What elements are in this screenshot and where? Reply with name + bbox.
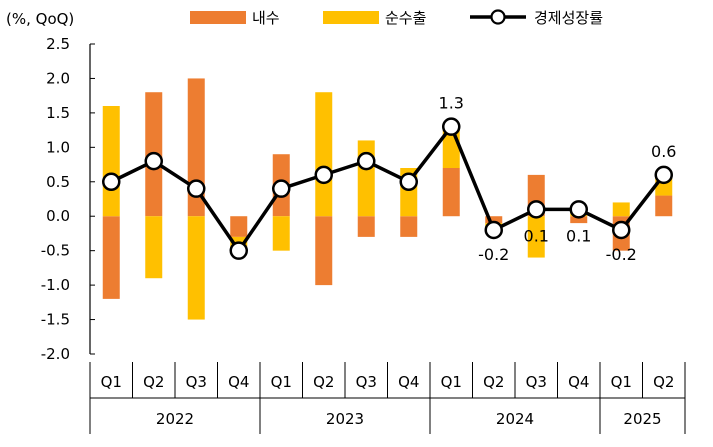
y-tick-label: -2.0 (41, 345, 70, 363)
legend-swatch-net-exports (323, 11, 379, 24)
bar-net-exports (102, 106, 120, 217)
bar-net-exports (187, 216, 205, 320)
growth-point (484, 220, 503, 240)
x-tick-label: Q4 (568, 373, 589, 391)
bar-domestic (230, 216, 248, 237)
bar-domestic (400, 216, 418, 237)
growth-point (187, 179, 206, 198)
growth-point (527, 200, 546, 219)
y-tick-label: -1.0 (41, 276, 70, 294)
growth-point (272, 179, 291, 198)
data-label: -0.2 (478, 245, 509, 264)
growth-point (144, 151, 163, 171)
x-tick-label: Q3 (356, 373, 377, 391)
y-tick-label: 0.0 (46, 207, 70, 225)
x-tick-label: Q2 (483, 373, 504, 391)
legend-label: 경제성장률 (534, 9, 603, 27)
legend-label: 순수출 (385, 9, 426, 27)
x-tick-label: Q2 (143, 373, 164, 391)
year-label: 2022 (156, 410, 194, 428)
bar-net-exports (145, 216, 163, 279)
data-label: -0.2 (606, 245, 637, 264)
y-tick-label: 2.5 (46, 35, 70, 53)
data-label: 0.1 (566, 226, 591, 245)
legend-label: 내수 (252, 9, 280, 27)
data-label: 0.6 (651, 142, 676, 161)
growth-point (569, 200, 588, 219)
growth-point (314, 165, 333, 185)
legend-swatch-domestic (190, 11, 246, 24)
y-tick-label: 1.5 (46, 104, 70, 122)
unit-label: (%, QoQ) (6, 10, 74, 28)
year-label: 2023 (326, 410, 364, 428)
legend-swatch-growth-marker (490, 9, 506, 25)
y-tick-label: -0.5 (41, 242, 70, 260)
growth-point (357, 151, 376, 171)
growth-point (442, 117, 461, 136)
year-label: 2025 (623, 410, 661, 428)
y-tick-label: -1.5 (41, 311, 70, 329)
bar-domestic (570, 216, 588, 224)
bar-domestic (357, 216, 375, 237)
data-label: 0.1 (524, 226, 549, 245)
x-tick-label: Q2 (653, 373, 674, 391)
x-tick-label: Q1 (271, 373, 292, 391)
bar-net-exports (315, 92, 333, 217)
data-label: 1.3 (439, 94, 464, 113)
x-tick-label: Q4 (398, 373, 419, 391)
growth-point (229, 241, 248, 260)
growth-point (102, 172, 121, 192)
y-tick-label: 0.5 (46, 173, 70, 191)
growth-point (654, 165, 673, 185)
bar-net-exports (272, 216, 290, 251)
year-label: 2024 (496, 410, 534, 428)
bar-net-exports (357, 140, 375, 217)
x-tick-label: Q3 (186, 373, 207, 391)
bar-domestic (102, 216, 120, 299)
bar-domestic (315, 216, 333, 286)
x-tick-label: Q2 (313, 373, 334, 391)
x-tick-label: Q1 (101, 373, 122, 391)
growth-point (399, 172, 418, 192)
x-tick-label: Q4 (228, 373, 249, 391)
x-tick-label: Q1 (611, 373, 632, 391)
bar-net-exports (527, 216, 545, 258)
bar-domestic (655, 195, 673, 217)
x-tick-label: Q1 (441, 373, 462, 391)
bar-net-exports (612, 202, 630, 217)
y-tick-label: 1.0 (46, 138, 70, 156)
bar-domestic (485, 216, 503, 224)
y-tick-label: 2.0 (46, 69, 70, 87)
growth-point (612, 220, 631, 240)
bar-domestic (442, 168, 460, 217)
x-tick-label: Q3 (526, 373, 547, 391)
